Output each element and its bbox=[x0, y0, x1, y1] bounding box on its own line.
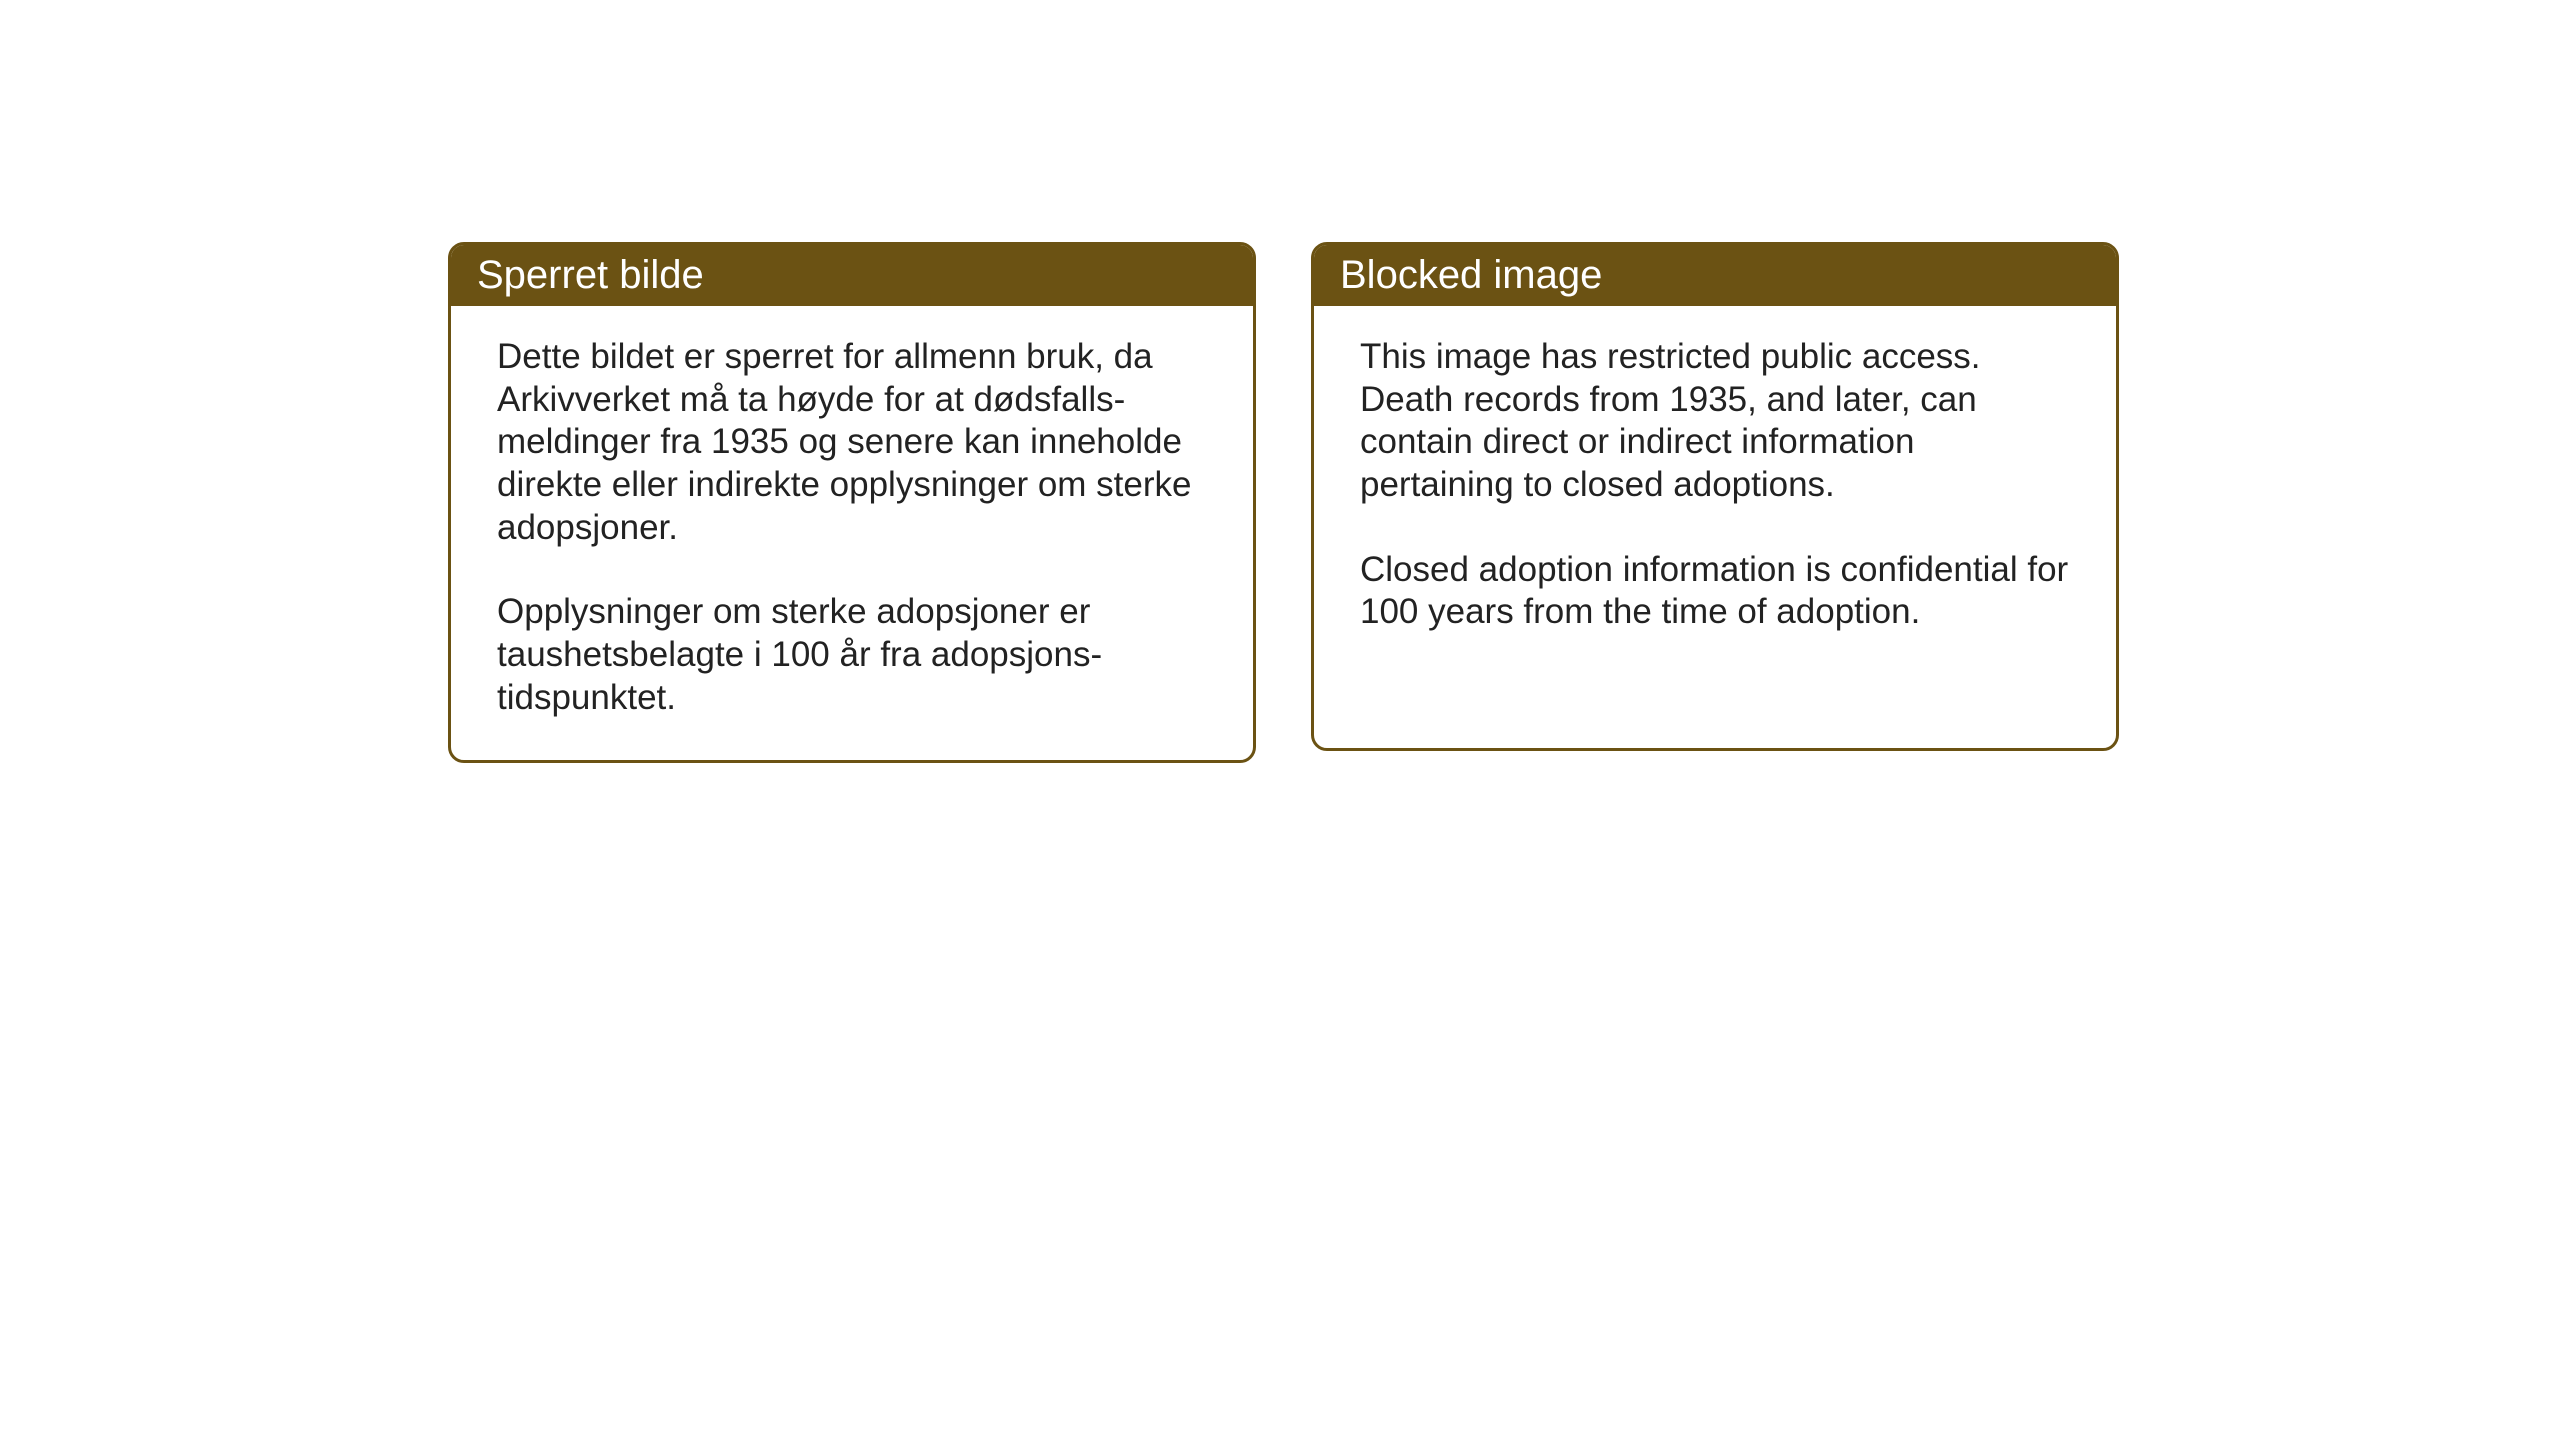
notice-card-english: Blocked image This image has restricted … bbox=[1311, 242, 2119, 751]
card-paragraph-1: Dette bildet er sperret for allmenn bruk… bbox=[497, 336, 1207, 549]
notice-card-norwegian: Sperret bilde Dette bildet er sperret fo… bbox=[448, 242, 1256, 763]
card-body-english: This image has restricted public access.… bbox=[1314, 306, 2116, 674]
card-title: Sperret bilde bbox=[477, 253, 704, 297]
card-paragraph-1: This image has restricted public access.… bbox=[1360, 336, 2070, 507]
card-header-norwegian: Sperret bilde bbox=[451, 245, 1253, 306]
card-title: Blocked image bbox=[1340, 253, 1602, 297]
card-body-norwegian: Dette bildet er sperret for allmenn bruk… bbox=[451, 306, 1253, 760]
card-paragraph-2: Closed adoption information is confident… bbox=[1360, 549, 2070, 634]
card-paragraph-2: Opplysninger om sterke adopsjoner er tau… bbox=[497, 591, 1207, 719]
card-header-english: Blocked image bbox=[1314, 245, 2116, 306]
notice-cards-container: Sperret bilde Dette bildet er sperret fo… bbox=[448, 242, 2119, 763]
